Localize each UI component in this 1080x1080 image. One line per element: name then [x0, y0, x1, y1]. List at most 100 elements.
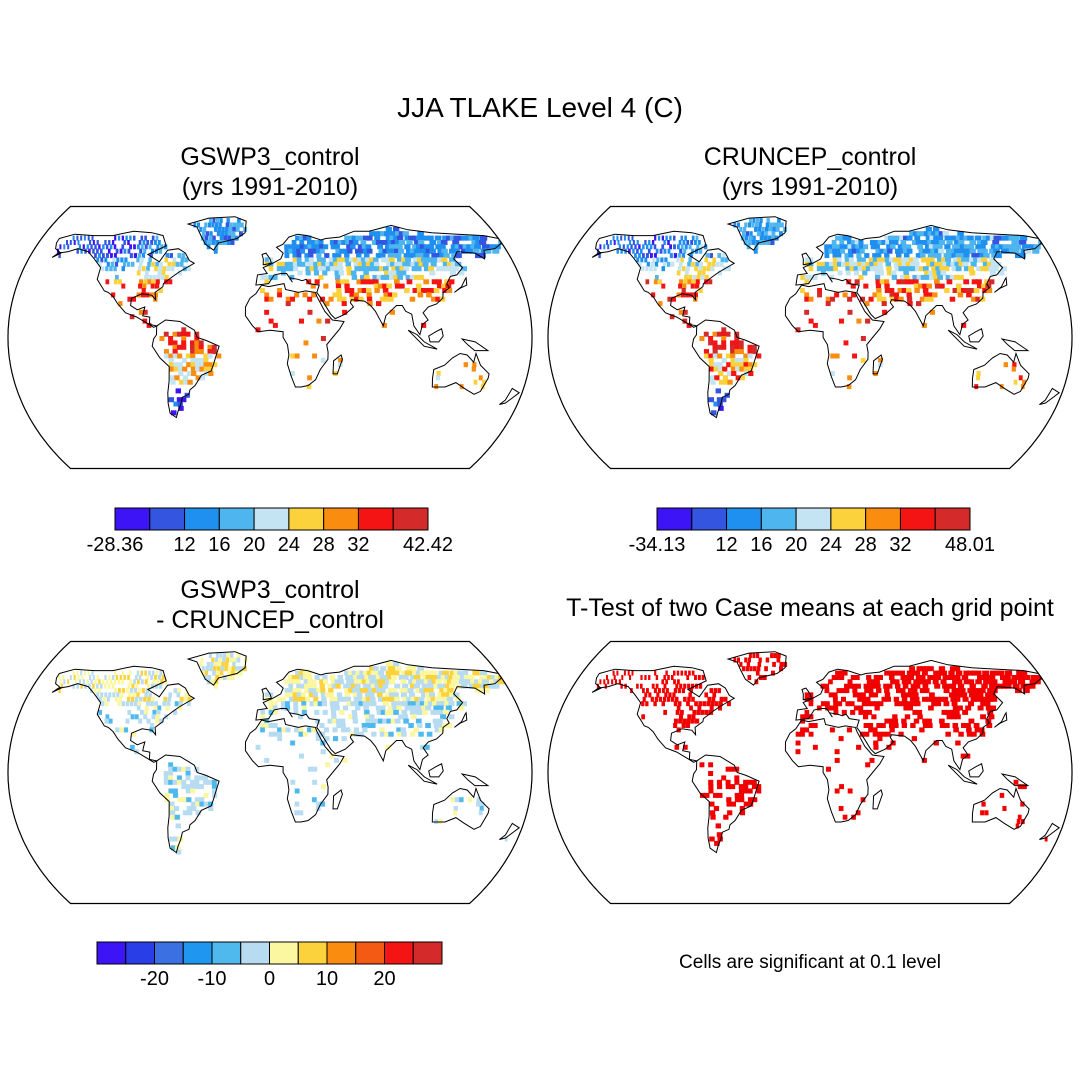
grid-cell — [950, 675, 957, 680]
grid-cell — [712, 257, 717, 263]
grid-cell — [151, 248, 155, 254]
grid-cell — [874, 266, 880, 272]
grid-cell — [333, 757, 339, 763]
grid-cell — [721, 344, 727, 350]
grid-cell — [190, 362, 196, 368]
grid-cell — [424, 744, 430, 750]
grid-cell — [396, 727, 402, 733]
grid-cell — [971, 731, 977, 737]
grid-cell — [931, 266, 937, 272]
grid-cell — [335, 248, 341, 254]
grid-cell — [717, 401, 723, 407]
grid-cell — [159, 261, 163, 267]
grid-cell — [636, 257, 640, 263]
grid-cell — [1010, 244, 1018, 250]
grid-cell — [294, 727, 300, 733]
grid-cell — [743, 788, 749, 794]
grid-cell — [426, 731, 433, 737]
grid-cell — [671, 261, 675, 267]
grid-cell — [859, 248, 865, 254]
grid-cell — [967, 670, 974, 676]
grid-cell — [391, 688, 398, 694]
grid-cell — [765, 222, 770, 228]
grid-cell — [168, 779, 174, 785]
grid-cell — [421, 705, 427, 711]
grid-cell — [678, 283, 683, 289]
grid-cell — [868, 296, 874, 302]
grid-cell — [800, 714, 805, 720]
grid-cell — [289, 274, 295, 280]
grid-cell — [664, 257, 668, 263]
grid-cell — [743, 226, 747, 232]
grid-cell — [926, 261, 932, 267]
grid-cell — [853, 705, 859, 711]
grid-cell — [354, 296, 360, 302]
grid-cell — [753, 248, 758, 254]
grid-cell — [1012, 248, 1020, 254]
grid-cell — [919, 296, 926, 302]
grid-cell — [211, 240, 216, 245]
grid-cell — [178, 701, 183, 707]
grid-cell — [467, 797, 473, 803]
grid-cell — [1019, 253, 1026, 259]
grid-cell — [335, 683, 341, 689]
grid-cell — [904, 714, 911, 720]
grid-cell — [194, 784, 200, 790]
grid-cell — [460, 701, 467, 707]
grid-cell — [185, 331, 191, 337]
grid-cell — [1010, 679, 1018, 685]
grid-cell — [382, 283, 388, 289]
grid-cell — [1012, 235, 1020, 241]
grid-cell — [847, 309, 853, 315]
grid-cell — [76, 248, 79, 254]
grid-cell — [264, 274, 270, 280]
grid-cell — [300, 248, 305, 254]
grid-cell — [255, 327, 261, 333]
grid-cell — [642, 688, 645, 694]
grid-cell — [901, 244, 908, 250]
grid-cell — [652, 257, 656, 263]
grid-cell — [460, 675, 467, 680]
grid-cell — [382, 718, 388, 724]
grid-cell — [164, 244, 168, 250]
grid-cell — [709, 810, 716, 816]
grid-cell — [683, 744, 688, 750]
grid-cell — [479, 240, 487, 245]
grid-cell — [684, 244, 688, 250]
grid-cell — [121, 670, 124, 676]
grid-cell — [920, 257, 927, 263]
grid-cell — [998, 270, 1005, 276]
coastline-japan — [994, 276, 1008, 293]
grid-cell — [1044, 836, 1048, 842]
grid-cell — [779, 661, 784, 667]
grid-cell — [373, 718, 380, 724]
grid-cell — [909, 279, 915, 285]
grid-cell — [379, 253, 386, 259]
grid-cell — [961, 322, 967, 328]
grid-cell — [292, 261, 298, 267]
grid-cell — [722, 375, 729, 381]
grid-cell — [655, 274, 659, 280]
grid-cell — [113, 244, 117, 250]
grid-cell — [820, 701, 826, 707]
grid-cell — [951, 253, 958, 259]
grid-cell — [915, 240, 922, 245]
grid-cell — [415, 235, 423, 241]
grid-cell — [751, 344, 757, 350]
grid-cell — [910, 683, 917, 689]
grid-cell — [125, 235, 128, 241]
coastlines — [591, 216, 1061, 419]
grid-cell — [199, 801, 205, 807]
grid-cell — [133, 679, 136, 685]
grid-cell — [63, 679, 66, 685]
grid-cell — [301, 701, 307, 707]
grid-cell — [118, 279, 122, 285]
grid-cell — [846, 727, 852, 733]
grid-cell — [345, 696, 351, 702]
grid-cell — [445, 683, 452, 689]
grid-cell — [687, 696, 691, 702]
grid-cell — [385, 744, 391, 750]
grid-cell — [906, 235, 913, 241]
grid-cell — [404, 244, 411, 250]
grid-cell — [194, 331, 200, 337]
